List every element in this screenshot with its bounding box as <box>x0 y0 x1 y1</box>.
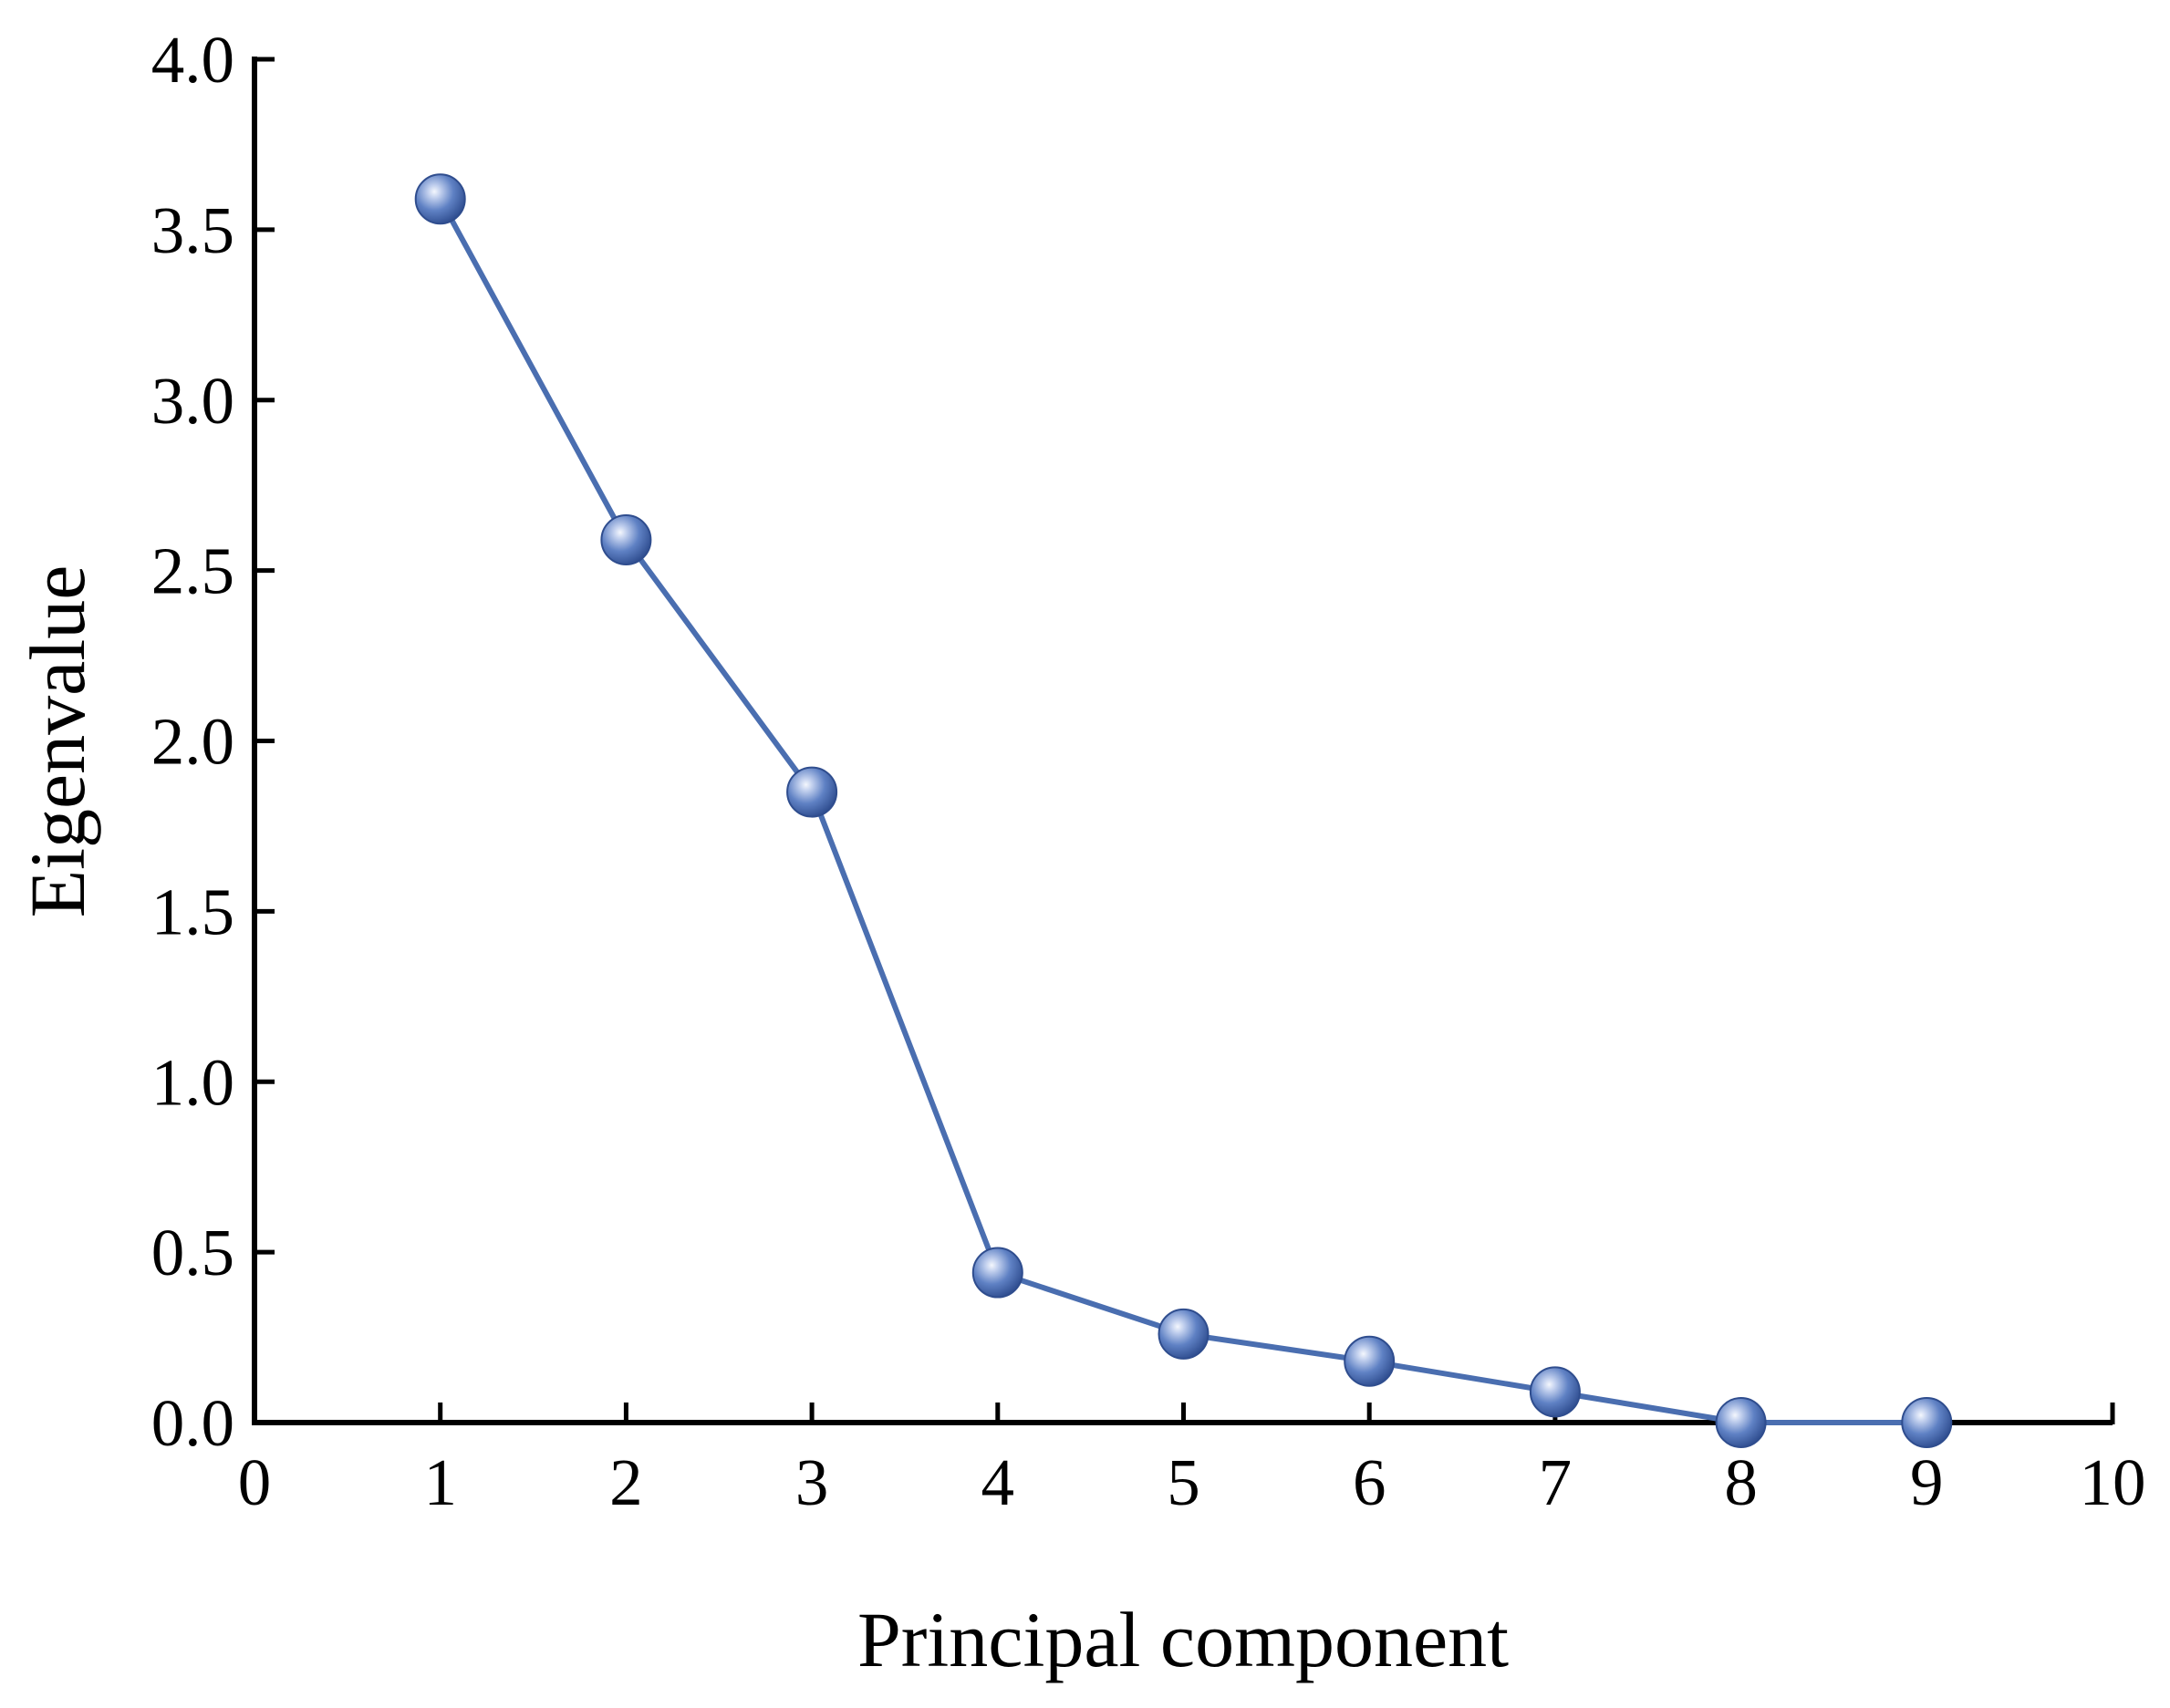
y-tick-label: 0.0 <box>151 1386 234 1460</box>
series-line <box>438 197 1927 1425</box>
x-tick-label: 2 <box>609 1445 643 1519</box>
data-point <box>1529 1366 1581 1418</box>
y-tick-label: 3.5 <box>151 193 234 267</box>
y-tick-label: 0.5 <box>151 1216 234 1289</box>
data-point <box>1715 1397 1767 1448</box>
x-tick-label: 9 <box>1910 1445 1944 1519</box>
y-tick-label: 4.0 <box>151 23 234 97</box>
plot-area: 0.0 0.5 1.0 1.5 2.0 2.5 3.0 3.5 4.0 0 1 2 3 4 5 6 7 8 9 10 <box>151 23 2146 1519</box>
data-point <box>1158 1308 1210 1360</box>
x-tick-label: 7 <box>1539 1445 1573 1519</box>
x-tick-label: 6 <box>1353 1445 1386 1519</box>
x-tick-label: 5 <box>1167 1445 1200 1519</box>
data-point <box>1344 1335 1396 1387</box>
y-axis-ticks: 0.0 0.5 1.0 1.5 2.0 2.5 3.0 3.5 4.0 <box>151 23 275 1460</box>
y-tick-label: 3.0 <box>151 364 234 438</box>
y-axis-label: Eigenvalue <box>14 565 101 918</box>
y-tick-label: 1.5 <box>151 875 234 948</box>
data-point <box>1901 1397 1953 1448</box>
x-axis-label: Principal component <box>857 1596 1509 1683</box>
x-tick-label: 3 <box>795 1445 829 1519</box>
data-point <box>600 513 652 565</box>
x-tick-label: 10 <box>2080 1445 2146 1519</box>
y-tick-label: 1.0 <box>151 1045 234 1119</box>
x-tick-label: 8 <box>1724 1445 1758 1519</box>
x-tick-label: 4 <box>981 1445 1015 1519</box>
series-layer <box>414 173 1953 1448</box>
y-tick-label: 2.0 <box>151 705 234 779</box>
data-point <box>786 766 838 818</box>
x-tick-label: 0 <box>238 1445 272 1519</box>
data-point <box>971 1247 1023 1299</box>
x-tick-label: 1 <box>423 1445 457 1519</box>
y-tick-label: 2.5 <box>151 534 234 608</box>
data-point <box>414 173 466 225</box>
